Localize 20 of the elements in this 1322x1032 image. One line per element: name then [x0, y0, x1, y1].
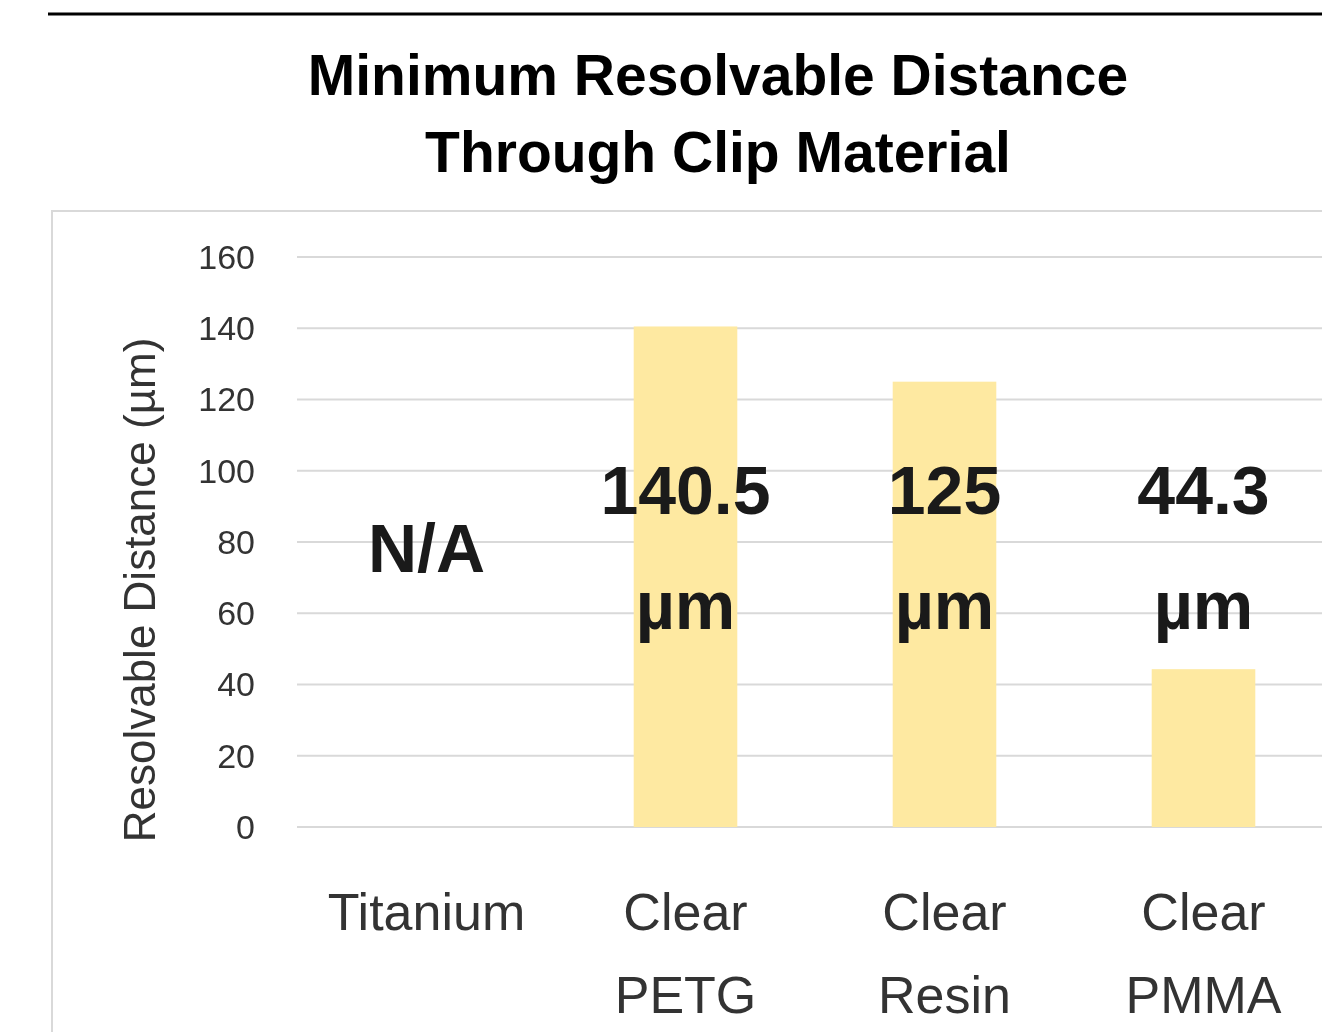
data-label: 125 µm — [887, 452, 1002, 644]
x-tick-label: Clear PETG — [614, 883, 757, 1024]
y-tick-label: 80 — [217, 522, 255, 561]
x-tick-label: Titanium — [327, 883, 526, 941]
y-tick-label: 140 — [198, 309, 255, 348]
y-tick-label: 40 — [217, 665, 255, 704]
y-tick-label: 60 — [217, 594, 255, 633]
y-tick-label: 100 — [198, 451, 255, 490]
text: N/A — [367, 509, 486, 586]
data-label: 140.5 µm — [600, 452, 771, 644]
y-tick-label: 20 — [217, 736, 255, 775]
chart-title: Minimum Resolvable Distance Through Clip Material — [307, 43, 1129, 184]
x-tick-label: Clear PMMA — [1125, 883, 1282, 1024]
data-label: 44.3 µm — [1137, 452, 1270, 644]
y-tick-label: 120 — [198, 380, 255, 419]
y-axis-title: Resolvable Distance (µm) — [115, 337, 164, 843]
y-tick-label: 0 — [236, 807, 255, 846]
x-tick-label: Clear Resin — [878, 883, 1011, 1024]
bar — [1151, 669, 1256, 827]
y-tick-label: 160 — [198, 237, 255, 276]
